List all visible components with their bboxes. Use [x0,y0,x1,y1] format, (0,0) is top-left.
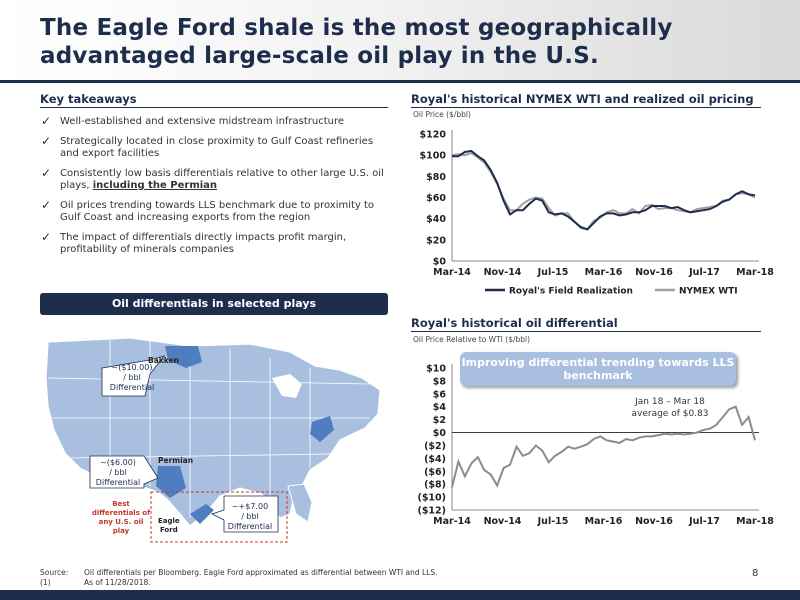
y-tick-label: $40 [426,214,446,225]
permian-play [156,466,186,498]
y-tick-label: $6 [433,389,447,400]
footer-notes: Source: Oil differentials per Bloomberg. … [40,568,438,587]
series-line [452,149,756,231]
eagle-ford-play [190,504,214,524]
permian-callout [89,455,159,489]
x-tick-label: Nov-14 [484,267,522,278]
y-tick-label: ($4) [424,454,446,465]
permian-label: Permian [158,456,194,465]
checkmark-icon: ✓ [41,166,52,180]
x-tick-label: Jul-17 [688,267,720,278]
list-item: ✓ Well-established and extensive midstrea… [41,114,345,128]
y-tick-label: $100 [420,151,447,162]
checkmark-icon: ✓ [41,114,52,128]
x-tick-label: Mar-16 [585,516,623,527]
header-rule [0,80,800,83]
x-tick-label: Nov-16 [635,516,673,527]
chart1-title: Royal's historical NYMEX WTI and realize… [411,92,754,106]
eagle-ford-dashed-box [150,491,288,543]
series-line [451,151,756,231]
x-tick-label: Jul-15 [537,516,569,527]
differential-chart: $10$8$6$4$2$0($2)($4)($6)($8)($10)($12)M… [417,364,774,528]
bottom-bar [0,590,800,600]
improving-callout: Improving differential trending towards … [460,352,736,386]
x-tick-label: Jul-15 [537,267,569,278]
price-chart: $0 $20 $40 $60 $80 $100 $120 Mar-14 Nov-14 Jul-15… [420,130,775,297]
header-band [0,0,800,80]
y-tick-label: ($10) [417,493,446,504]
bakken-diff: ~($10.00) / bbl Differential [109,363,155,392]
chart2-rule [411,331,761,332]
chart1-ylabel: Oil Price ($/bbl) [413,110,471,119]
y-tick-label: ($2) [424,441,446,452]
eagle-ford-diff: ~+$7.00/ bbl Differential [227,502,273,531]
x-tick-label: Mar-14 [433,516,471,527]
bakken-callout [101,355,166,397]
checkmark-icon: ✓ [41,198,52,212]
checkmark-icon: ✓ [41,134,52,148]
us-map [45,337,381,543]
y-tick-label: $60 [426,193,446,204]
takeaways-rule [40,107,388,108]
list-item: ✓ Oil prices trending towards LLS benchma… [41,198,375,223]
chart2-title: Royal's historical oil differential [411,316,618,330]
legend-label: NYMEX WTI [679,287,738,297]
y-tick-label: $2 [433,415,446,426]
list-item: ✓ The impact of differentials directly im… [41,230,347,255]
takeaways-list: ✓ Well-established and extensive midstrea… [40,114,390,264]
y-tick-label: ($6) [424,467,446,478]
chart1-rule [411,107,761,108]
appalachia-play [310,416,334,442]
x-tick-label: Mar-16 [585,267,623,278]
series-line [451,405,756,488]
checkmark-icon: ✓ [41,230,52,244]
y-tick-label: ($8) [424,480,446,491]
list-item: ✓ Consistently low basis differentials re… [41,166,384,191]
list-item: ✓ Strategically located in close proximit… [41,134,374,159]
x-tick-label: Mar-14 [433,267,471,278]
map-section-heading: Oil differentials in selected plays [40,293,388,315]
page-number: 8 [752,568,759,579]
florida-shape [287,483,313,523]
takeaways-heading: Key takeaways [40,92,137,106]
x-tick-label: Mar-18 [736,267,774,278]
x-tick-label: Jul-17 [688,516,720,527]
y-tick-label: $120 [420,130,447,141]
best-differentials-note: Best differentials of any U.S. oil play [91,500,151,535]
x-tick-label: Mar-18 [736,516,774,527]
x-tick-label: Nov-16 [635,267,673,278]
y-tick-label: $8 [433,376,447,387]
great-lakes-shape [272,374,302,398]
y-tick-label: $0 [433,257,447,268]
page-title: The Eagle Ford shale is the most geograp… [40,15,673,69]
eagle-ford-label: Eagle Ford [158,517,180,534]
y-tick-label: $10 [426,364,446,375]
bakken-label: Bakken [148,356,179,365]
y-tick-label: $20 [426,235,446,246]
y-tick-label: ($12) [417,506,446,517]
chart2-ylabel: Oil Price Relative to WTI ($/bbl) [413,335,531,344]
bakken-play [165,346,202,368]
permian-diff: ~($6.00) / bbl Differential [95,458,141,487]
y-tick-label: $80 [426,172,446,183]
y-tick-label: $4 [433,402,447,413]
eagle-ford-callout [210,495,279,533]
y-tick-label: $0 [433,428,447,439]
average-annotation: Jan 18 – Mar 18 average of $0.83 [631,397,709,419]
legend-label: Royal's Field Realization [509,287,633,297]
x-tick-label: Nov-14 [484,516,522,527]
